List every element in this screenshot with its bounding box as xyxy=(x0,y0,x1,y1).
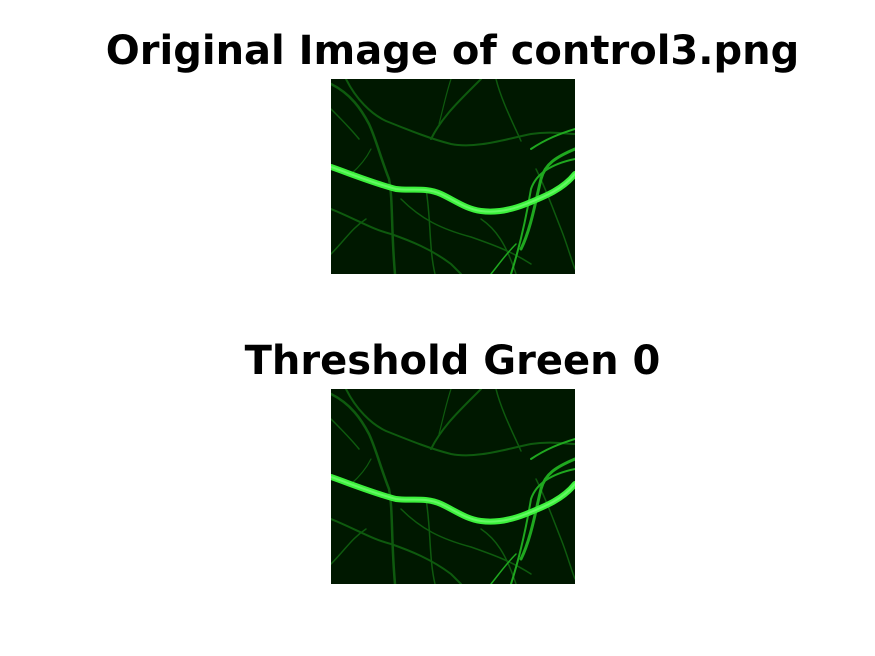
vessel-image-threshold xyxy=(331,389,575,584)
threshold-image-title: Threshold Green 0 xyxy=(244,338,661,384)
original-vessel-image xyxy=(331,79,575,274)
vessel-image-original xyxy=(331,79,575,274)
threshold-vessel-image xyxy=(331,389,575,584)
original-image-title: Original Image of control3.png xyxy=(105,28,800,74)
